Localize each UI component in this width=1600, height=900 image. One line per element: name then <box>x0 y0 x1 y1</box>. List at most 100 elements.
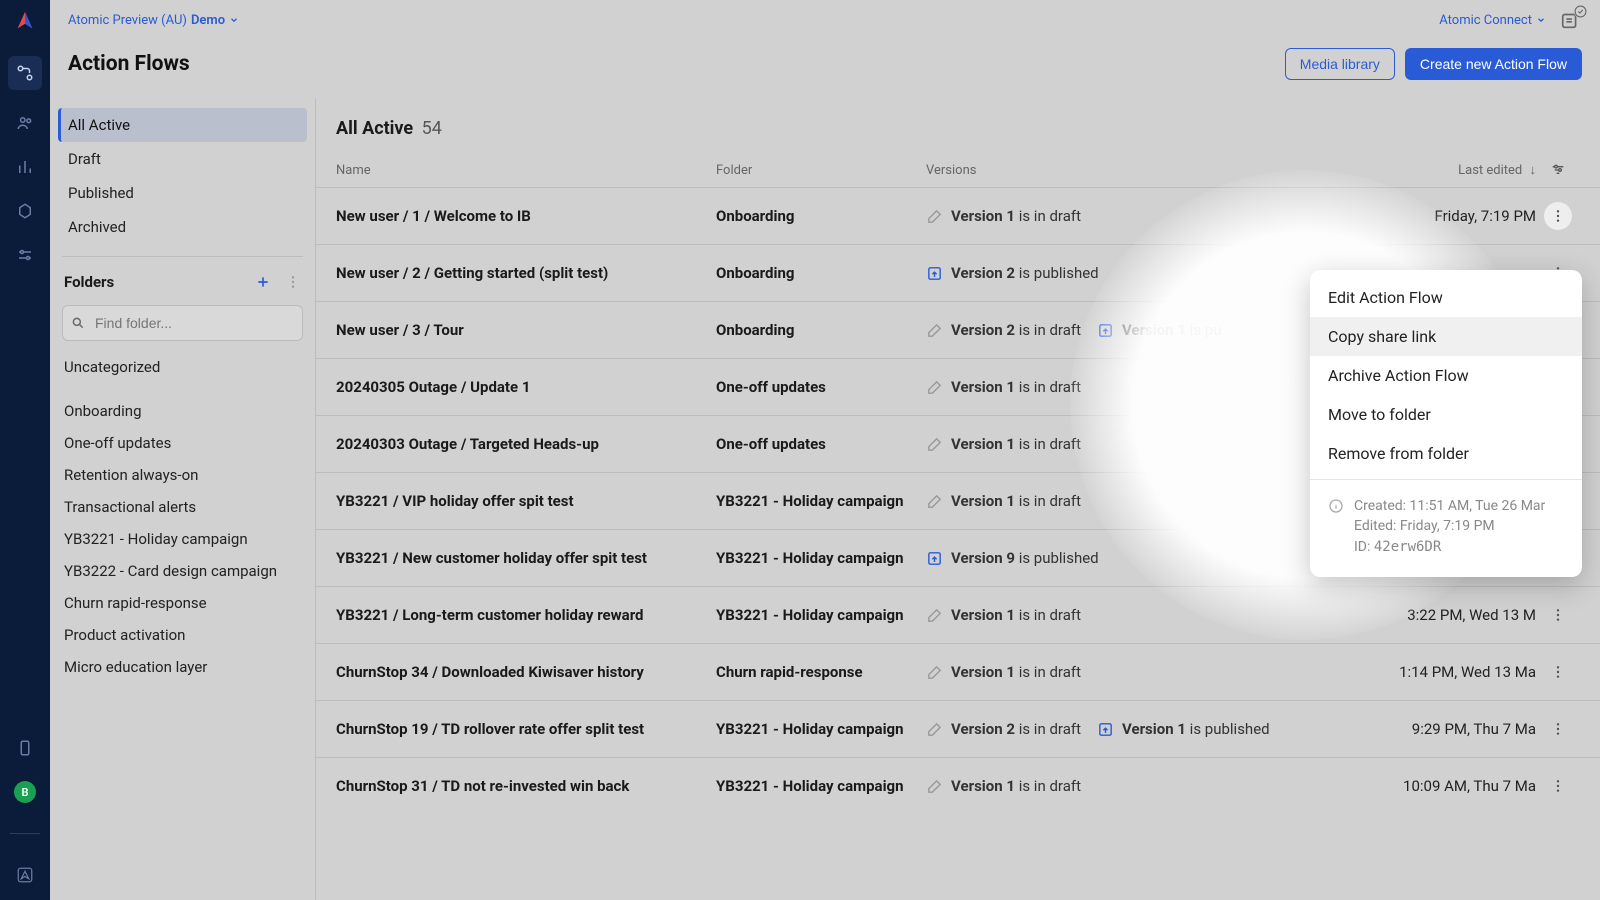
table-row[interactable]: YB3221 / Long-term customer holiday rewa… <box>316 586 1600 643</box>
col-folder[interactable]: Folder <box>716 163 926 178</box>
version-pill: Version 1 is in draft <box>926 777 1081 795</box>
version-pill: Version 2 is published <box>926 264 1099 282</box>
row-versions: Version 2 is in draftVersion 1 is publis… <box>926 720 1366 738</box>
row-versions: Version 1 is in draft <box>926 378 1366 396</box>
sidebar: All ActiveDraftPublishedArchived Folders <box>50 98 315 900</box>
version-pill: Version 1 is in draft <box>926 207 1081 225</box>
version-pill: Version 1 is in draft <box>926 378 1081 396</box>
row-more-button[interactable] <box>1544 658 1572 686</box>
row-folder: YB3221 - Holiday campaign <box>716 606 926 624</box>
table-row[interactable]: ChurnStop 31 / TD not re-invested win ba… <box>316 757 1600 814</box>
dropdown-meta: Created: 11:51 AM, Tue 26 Mar Edited: Fr… <box>1310 486 1582 569</box>
version-pill: Version 1 is pu <box>1097 321 1222 339</box>
row-edited: Friday, 7:19 PM <box>1366 207 1536 225</box>
nav-action-flows-icon[interactable] <box>8 56 42 90</box>
folder-item[interactable]: Product activation <box>58 619 307 651</box>
table-row[interactable]: ChurnStop 19 / TD rollover rate offer sp… <box>316 700 1600 757</box>
nav-settings-icon[interactable] <box>14 200 36 222</box>
row-versions: Version 1 is in draft <box>926 663 1366 681</box>
published-icon <box>926 550 943 567</box>
atomic-connect-link[interactable]: Atomic Connect <box>1439 13 1546 28</box>
row-versions: Version 1 is in draft <box>926 777 1366 795</box>
folder-item[interactable]: Transactional alerts <box>58 491 307 523</box>
row-folder: Onboarding <box>716 207 926 225</box>
add-folder-icon[interactable] <box>255 274 271 290</box>
filter-item[interactable]: Archived <box>58 210 307 244</box>
col-last-edited[interactable]: Last edited ↓ <box>1366 162 1536 178</box>
row-versions: Version 1 is in draft <box>926 492 1366 510</box>
folder-search-input[interactable] <box>62 305 303 341</box>
table-row[interactable]: ChurnStop 34 / Downloaded Kiwisaver hist… <box>316 643 1600 700</box>
row-more-button[interactable] <box>1544 772 1572 800</box>
draft-icon <box>926 322 943 339</box>
row-folder: Onboarding <box>716 321 926 339</box>
chevron-down-icon <box>1536 15 1546 25</box>
row-folder: One-off updates <box>716 435 926 453</box>
user-avatar[interactable]: B <box>14 781 36 803</box>
sync-status-icon[interactable] <box>1560 9 1582 31</box>
col-versions[interactable]: Versions <box>926 163 1366 178</box>
draft-icon <box>926 493 943 510</box>
row-name: 20240305 Outage / Update 1 <box>336 378 716 396</box>
row-more-button[interactable] <box>1544 715 1572 743</box>
nav-device-icon[interactable] <box>14 737 36 759</box>
folder-item[interactable]: One-off updates <box>58 427 307 459</box>
row-name: ChurnStop 31 / TD not re-invested win ba… <box>336 777 716 795</box>
dropdown-item[interactable]: Remove from folder <box>1310 434 1582 473</box>
filter-item[interactable]: All Active <box>58 108 307 142</box>
folders-more-icon[interactable] <box>285 274 301 290</box>
draft-icon <box>926 607 943 624</box>
row-versions: Version 2 is in draftVersion 1 is pu <box>926 321 1366 339</box>
version-pill: Version 9 is published <box>926 549 1099 567</box>
row-name: New user / 1 / Welcome to IB <box>336 207 716 225</box>
folder-item[interactable]: Churn rapid-response <box>58 587 307 619</box>
folder-item[interactable]: Onboarding <box>58 395 307 427</box>
nav-rail: B <box>0 0 50 900</box>
row-name: 20240303 Outage / Targeted Heads-up <box>336 435 716 453</box>
folder-item[interactable]: Micro education layer <box>58 651 307 683</box>
table-header: Name Folder Versions Last edited ↓ <box>316 153 1600 187</box>
filter-item[interactable]: Draft <box>58 142 307 176</box>
dropdown-item[interactable]: Edit Action Flow <box>1310 278 1582 317</box>
content-title: All Active <box>336 118 413 139</box>
filter-item[interactable]: Published <box>58 176 307 210</box>
meta-created: Created: 11:51 AM, Tue 26 Mar <box>1354 496 1545 516</box>
workspace-name: Demo <box>191 13 225 28</box>
row-versions: Version 1 is in draft <box>926 606 1366 624</box>
meta-id: ID: 42erw6DR <box>1354 537 1545 557</box>
draft-icon <box>926 208 943 225</box>
workspace-switcher[interactable]: Atomic Preview (AU) Demo <box>68 13 239 28</box>
dropdown-divider <box>1310 479 1582 480</box>
row-more-button[interactable] <box>1544 601 1572 629</box>
row-folder: Onboarding <box>716 264 926 282</box>
create-action-flow-button[interactable]: Create new Action Flow <box>1405 48 1582 80</box>
folder-item[interactable]: YB3221 - Holiday campaign <box>58 523 307 555</box>
row-folder: YB3221 - Holiday campaign <box>716 777 926 795</box>
row-folder: YB3221 - Holiday campaign <box>716 492 926 510</box>
nav-audience-icon[interactable] <box>14 112 36 134</box>
draft-icon <box>926 379 943 396</box>
col-filter[interactable] <box>1536 162 1580 178</box>
nav-sliders-icon[interactable] <box>14 244 36 266</box>
meta-edited: Edited: Friday, 7:19 PM <box>1354 516 1545 536</box>
nav-analytics-icon[interactable] <box>14 156 36 178</box>
col-name[interactable]: Name <box>336 163 716 178</box>
row-versions: Version 2 is published <box>926 264 1366 282</box>
nav-logo-outline-icon[interactable] <box>14 864 36 886</box>
media-library-button[interactable]: Media library <box>1285 48 1395 80</box>
folder-item[interactable]: Uncategorized <box>58 351 307 383</box>
page-header: Action Flows Media library Create new Ac… <box>50 40 1600 98</box>
folder-item[interactable]: YB3222 - Card design campaign <box>58 555 307 587</box>
published-icon <box>926 265 943 282</box>
content-header: All Active 54 <box>316 98 1600 153</box>
folder-item[interactable]: Retention always-on <box>58 459 307 491</box>
version-pill: Version 1 is in draft <box>926 663 1081 681</box>
row-folder: One-off updates <box>716 378 926 396</box>
table-row[interactable]: New user / 1 / Welcome to IBOnboardingVe… <box>316 187 1600 244</box>
dropdown-item[interactable]: Copy share link <box>1310 317 1582 356</box>
dropdown-item[interactable]: Archive Action Flow <box>1310 356 1582 395</box>
atomic-logo-icon[interactable] <box>12 8 38 34</box>
row-more-button[interactable] <box>1544 202 1572 230</box>
row-name: New user / 3 / Tour <box>336 321 716 339</box>
dropdown-item[interactable]: Move to folder <box>1310 395 1582 434</box>
